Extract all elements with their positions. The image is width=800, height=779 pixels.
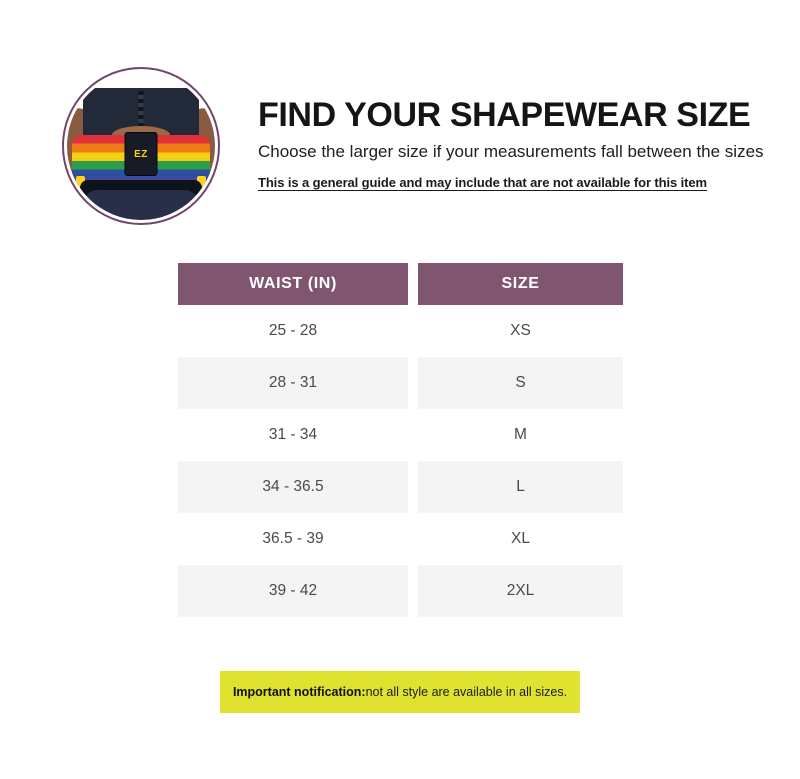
corset-hook-strip (138, 91, 144, 133)
waist-value: 39 - 42 (178, 565, 408, 617)
page-title: FIND YOUR SHAPEWEAR SIZE (258, 96, 751, 134)
waist-value: 36.5 - 39 (262, 530, 324, 547)
table-row: 36.5 - 39 XL (178, 513, 623, 565)
product-photo-circle: EZ (62, 67, 220, 225)
table-row: 31 - 34 M (178, 409, 623, 461)
size-value: S (418, 357, 623, 409)
product-photo: EZ (67, 72, 215, 220)
waist-value: 34 - 36.5 (178, 461, 408, 513)
table-row: 25 - 28 XS (178, 305, 623, 357)
column-header-size: SIZE (418, 263, 623, 305)
size-value: L (418, 461, 623, 513)
brand-logo-patch: EZ (124, 132, 158, 176)
table-row: 39 - 42 2XL (178, 565, 623, 617)
table-header-row: WAIST (IN) SIZE (178, 263, 623, 305)
page-subtitle: Choose the larger size if your measureme… (258, 142, 764, 162)
notification-label: Important notification: (232, 685, 366, 699)
guide-note: This is a general guide and may include … (258, 175, 707, 191)
size-value: XL (511, 530, 530, 547)
column-header-waist: WAIST (IN) (178, 263, 408, 305)
model-bottoms (82, 190, 200, 220)
important-notification-bar: Important notification: not all style ar… (219, 671, 581, 713)
table-row: 28 - 31 S (178, 357, 623, 409)
waist-value: 25 - 28 (268, 322, 318, 339)
size-value: XS (510, 322, 531, 339)
belt-yellow-tab-right (197, 176, 206, 192)
headline-block: FIND YOUR SHAPEWEAR SIZE Choose the larg… (258, 96, 778, 190)
waist-value: 28 - 31 (178, 357, 408, 409)
size-value: M (514, 426, 527, 443)
size-value: 2XL (418, 565, 623, 617)
size-table: WAIST (IN) SIZE 25 - 28 XS 28 - 31 S 31 … (178, 263, 623, 617)
waist-value: 31 - 34 (268, 426, 318, 443)
brand-logo-text: EZ (134, 148, 148, 160)
notification-text: not all style are available in all sizes… (365, 685, 568, 699)
table-row: 34 - 36.5 L (178, 461, 623, 513)
